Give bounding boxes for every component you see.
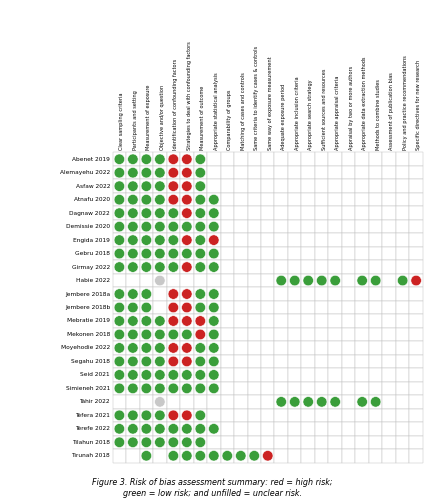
Text: Objective and/or question: Objective and/or question (160, 86, 165, 150)
Text: Same way of exposure measurement: Same way of exposure measurement (268, 57, 273, 150)
Text: Jembere 2018b: Jembere 2018b (65, 305, 110, 310)
Text: Identification of confounding factors: Identification of confounding factors (173, 60, 178, 150)
Text: Matching of cases and controls: Matching of cases and controls (241, 72, 246, 150)
Text: Asfaw 2022: Asfaw 2022 (76, 184, 110, 188)
Text: Simieneh 2021: Simieneh 2021 (66, 386, 110, 391)
Text: Measurement of exposure: Measurement of exposure (146, 85, 151, 150)
Text: Mebratie 2019: Mebratie 2019 (67, 318, 110, 324)
Text: Alemayehu 2022: Alemayehu 2022 (60, 170, 110, 175)
Text: Strategies to deal with confounding factors: Strategies to deal with confounding fact… (187, 42, 192, 150)
Text: Tahir 2022: Tahir 2022 (79, 400, 110, 404)
Text: Habie 2022: Habie 2022 (76, 278, 110, 283)
Text: Appraisal by two or more authors: Appraisal by two or more authors (348, 66, 354, 150)
Text: Measurement of outcome: Measurement of outcome (200, 86, 205, 150)
Text: Clear sampling criteria: Clear sampling criteria (119, 93, 125, 150)
Text: Tefera 2021: Tefera 2021 (75, 413, 110, 418)
Text: Figure 3. Risk of bias assessment summary: red = high risk;
green = low risk; an: Figure 3. Risk of bias assessment summar… (92, 478, 333, 498)
Text: Abenet 2019: Abenet 2019 (72, 156, 110, 162)
Text: Demissie 2020: Demissie 2020 (66, 224, 110, 229)
Text: Methods to combine studies: Methods to combine studies (376, 80, 381, 150)
Text: Appropriate data extraction methods: Appropriate data extraction methods (362, 57, 367, 150)
Text: Jembere 2018a: Jembere 2018a (65, 292, 110, 296)
Text: Segahu 2018: Segahu 2018 (71, 359, 110, 364)
Text: Engida 2019: Engida 2019 (73, 238, 110, 242)
Text: Assessment of publication bias: Assessment of publication bias (389, 72, 394, 150)
Text: Tirunah 2018: Tirunah 2018 (71, 454, 110, 458)
Text: Gebru 2018: Gebru 2018 (75, 251, 110, 256)
Text: Specific directives for new research: Specific directives for new research (416, 60, 421, 150)
Text: Appropriate statistical analysis: Appropriate statistical analysis (214, 73, 219, 150)
Text: Terefe 2022: Terefe 2022 (75, 426, 110, 432)
Text: Appropriate search strategy: Appropriate search strategy (308, 80, 313, 150)
Text: Sufficient sources and resources: Sufficient sources and resources (322, 69, 327, 150)
Text: Appropriate appraisal criteria: Appropriate appraisal criteria (335, 76, 340, 150)
Text: Girmay 2022: Girmay 2022 (72, 264, 110, 270)
Text: Participants and setting: Participants and setting (133, 90, 138, 150)
Text: Dagnaw 2022: Dagnaw 2022 (69, 210, 110, 216)
Text: Seid 2021: Seid 2021 (80, 372, 110, 378)
Text: Appropriate inclusion criteria: Appropriate inclusion criteria (295, 77, 300, 150)
Text: Same criteria to identify cases & controls: Same criteria to identify cases & contro… (254, 46, 259, 150)
Text: Atnafu 2020: Atnafu 2020 (74, 197, 110, 202)
Text: Mekonen 2018: Mekonen 2018 (67, 332, 110, 337)
Text: Policy and practice recommendations: Policy and practice recommendations (402, 56, 408, 150)
Text: Adequate exposure period: Adequate exposure period (281, 84, 286, 150)
Text: Tilahun 2018: Tilahun 2018 (72, 440, 110, 445)
Text: Comparability of groups: Comparability of groups (227, 90, 232, 150)
Text: Moyehodie 2022: Moyehodie 2022 (61, 346, 110, 350)
